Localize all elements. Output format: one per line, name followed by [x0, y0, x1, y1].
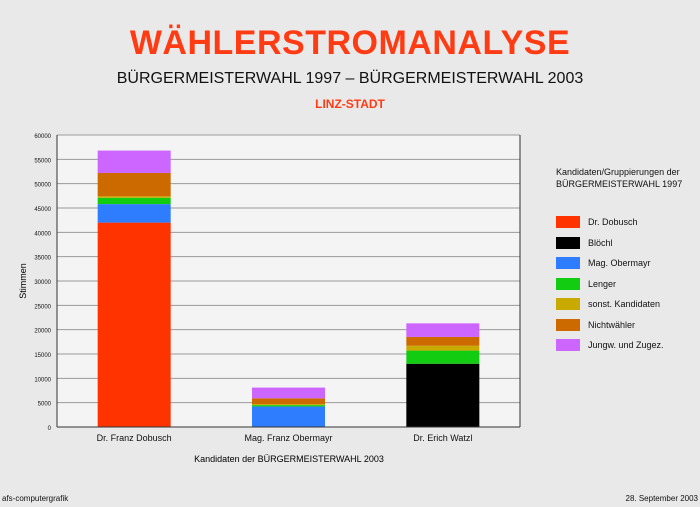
y-tick-label: 25000 — [34, 304, 51, 310]
legend-swatch — [556, 318, 580, 331]
legend-item: Mag. Obermayr — [556, 253, 664, 274]
bar-segment — [406, 336, 480, 346]
bar-segment — [97, 196, 171, 198]
x-tick-label: Mag. Franz Obermayr — [244, 433, 332, 443]
legend-swatch — [556, 216, 580, 229]
bar-segment — [406, 323, 480, 337]
y-tick-label: 0 — [48, 426, 52, 432]
y-tick-label: 10000 — [34, 377, 51, 383]
legend-title: Kandidaten/Gruppierungen der BÜRGERMEIST… — [556, 166, 696, 190]
bar-segment — [97, 204, 171, 223]
bar-segment — [252, 404, 325, 406]
bar-segment — [97, 197, 171, 205]
legend-label: Blöchl — [588, 237, 613, 248]
chart-title: WÄHLERSTROMANALYSE — [129, 24, 571, 62]
legend-item: Nichtwähler — [556, 315, 664, 336]
y-tick-label: 50000 — [34, 183, 51, 189]
legend-title-line2: BÜRGERMEISTERWAHL 1997 — [556, 179, 683, 189]
x-tick-label: Dr. Franz Dobusch — [97, 433, 172, 443]
bar-segment — [97, 172, 171, 197]
bar-segment — [406, 345, 480, 351]
legend-swatch — [556, 236, 580, 249]
legend-label: Mag. Obermayr — [588, 258, 651, 269]
bar-segment — [97, 150, 171, 173]
bar-segment — [252, 406, 325, 427]
y-tick-label: 5000 — [38, 402, 52, 408]
chart-subtitle: BÜRGERMEISTERWAHL 1997 – BÜRGERMEISTERWA… — [116, 70, 584, 87]
legend-item: Jungw. und Zugez. — [556, 335, 664, 356]
bar-segment — [252, 405, 325, 407]
y-tick-label: 20000 — [34, 329, 51, 335]
legend: Dr. Dobusch Blöchl Mag. Obermayr Lenger sons… — [556, 212, 664, 356]
legend-swatch — [556, 277, 580, 290]
legend-label: sonst. Kandidaten — [588, 299, 661, 310]
legend-swatch — [556, 339, 580, 352]
legend-swatch — [556, 257, 580, 270]
bars — [97, 150, 480, 427]
footer-date: 28. September 2003 — [625, 494, 699, 503]
y-tick-label: 35000 — [34, 256, 51, 262]
footer-credit: afs-computergrafik — [2, 494, 69, 503]
bar-segment — [406, 363, 480, 427]
y-tick-label: 55000 — [34, 158, 51, 164]
legend-item: Lenger — [556, 274, 664, 295]
legend-label: Lenger — [588, 278, 617, 289]
bar-segment — [252, 398, 325, 405]
legend-label: Dr. Dobusch — [588, 217, 638, 228]
y-tick-label: 15000 — [34, 353, 51, 359]
legend-item: Blöchl — [556, 233, 664, 254]
bar-segment — [97, 222, 171, 427]
y-tick-label: 30000 — [34, 280, 51, 286]
bar-segment — [252, 387, 325, 399]
bar-segment — [406, 350, 480, 364]
y-axis-label: Stimmen — [18, 263, 28, 299]
legend-item: sonst. Kandidaten — [556, 294, 664, 315]
legend-swatch — [556, 298, 580, 311]
legend-title-line1: Kandidaten/Gruppierungen der — [556, 167, 680, 177]
x-tick-label: Dr. Erich Watzl — [413, 433, 472, 443]
y-tick-label: 45000 — [34, 207, 51, 213]
y-tick-label: 40000 — [34, 231, 51, 237]
region-label: LINZ-STADT — [315, 97, 385, 111]
y-tick-label: 60000 — [34, 134, 51, 140]
legend-label: Nichtwähler — [588, 319, 636, 330]
legend-label: Jungw. und Zugez. — [588, 340, 664, 351]
x-axis-label: Kandidaten der BÜRGERMEISTERWAHL 2003 — [194, 454, 384, 464]
axes: 0 5000 10000 15000 20000 25000 30000 35000 40000… — [34, 134, 521, 443]
legend-item: Dr. Dobusch — [556, 212, 664, 233]
